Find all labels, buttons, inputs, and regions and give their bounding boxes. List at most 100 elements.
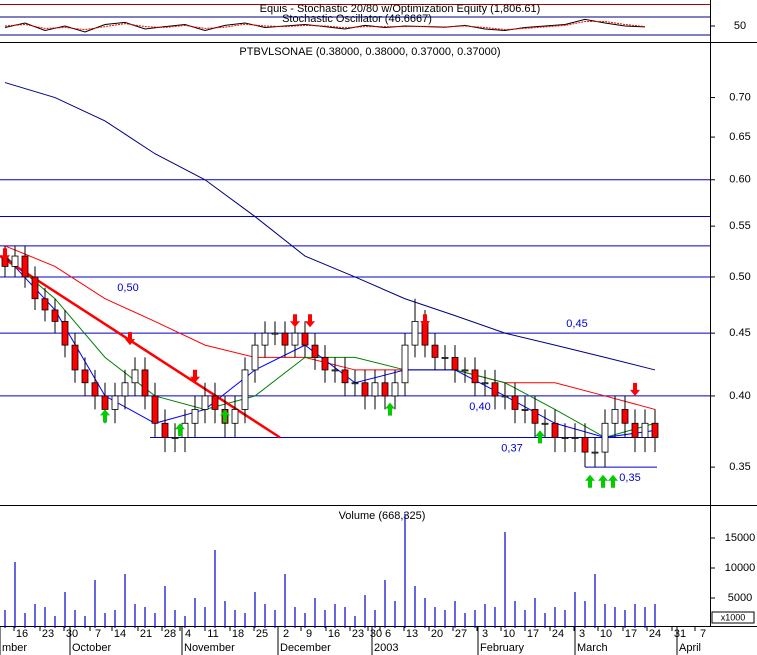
x-tick-label: 24	[552, 628, 564, 640]
x-tick-label: 27	[455, 628, 467, 640]
y-tick-label: 5000	[728, 592, 752, 604]
y-tick-label: 0.60	[729, 174, 750, 186]
candle-body	[71, 344, 79, 371]
candle-body	[331, 369, 339, 372]
candle-body	[171, 437, 179, 439]
x-tick-label: 23	[42, 628, 54, 640]
buy-signal	[175, 423, 185, 437]
candle-body	[31, 276, 39, 300]
candle-body	[101, 395, 109, 410]
x-tick-label: 7	[700, 628, 706, 640]
candle-body	[451, 356, 459, 371]
level-label: 0,45	[566, 318, 587, 330]
panel-subtitle: Stochastic Oscillator (46.6667)	[282, 13, 432, 25]
x-tick-label: 20	[431, 628, 443, 640]
candle-body	[121, 382, 129, 397]
month-label: March	[577, 642, 608, 654]
candle-body	[111, 395, 119, 410]
candle-body	[611, 409, 619, 424]
x-tick-label: 10	[600, 628, 612, 640]
candle-body	[561, 437, 569, 439]
x-tick-label: 18	[232, 628, 244, 640]
month-label: November	[184, 642, 235, 654]
candle-body	[271, 332, 279, 335]
buy-signal	[585, 474, 595, 488]
candle-body	[281, 332, 289, 346]
y-tick-label: 0.65	[729, 131, 750, 143]
oscillator-line	[4, 18, 646, 33]
unit-box	[711, 611, 755, 624]
panel-title: Equis - Stochastic 20/80 w/Optimization …	[260, 3, 541, 15]
candle-body	[181, 422, 189, 438]
candle-body	[631, 422, 639, 438]
x-tick-label: 2	[283, 628, 289, 640]
candle-body	[531, 409, 539, 424]
candle-body	[401, 344, 409, 384]
candle-body	[91, 382, 99, 397]
trendline	[0, 255, 281, 439]
month-label: April	[679, 642, 701, 654]
candle-body	[311, 344, 319, 358]
candle-body	[491, 382, 499, 397]
candle-body	[591, 451, 599, 454]
sell-signal	[630, 382, 640, 396]
x-tick-label: 24	[649, 628, 661, 640]
candle-body	[411, 321, 419, 346]
y-tick-label: 0.50	[729, 271, 750, 283]
candle-body	[191, 409, 199, 424]
candle-body	[231, 409, 239, 424]
x-tick-label: 3	[482, 628, 488, 640]
x-tick-label: 13	[406, 628, 418, 640]
buy-signal	[535, 430, 545, 444]
candle-body	[441, 356, 449, 359]
sell-signal	[190, 369, 200, 383]
level-label: 0,35	[619, 472, 640, 484]
y-tick-label: 10000	[725, 562, 756, 574]
y-tick-label: 50	[734, 20, 746, 32]
x-tick-label: 3	[579, 628, 585, 640]
candle-body	[461, 369, 469, 372]
candle-body	[341, 369, 349, 384]
candle-body	[651, 422, 659, 438]
x-tick-label: 7	[95, 628, 101, 640]
candle-body	[601, 422, 609, 453]
candle-body	[61, 321, 69, 346]
level-label: 0,50	[117, 282, 138, 294]
buy-signal	[100, 409, 110, 423]
buy-signal	[598, 474, 608, 488]
panel-title: Volume (668,325)	[339, 510, 426, 522]
buy-signal	[608, 474, 618, 488]
candle-body	[621, 409, 629, 424]
sell-signal	[290, 314, 300, 328]
sell-signal	[0, 248, 10, 262]
x-tick-label: 6	[385, 628, 391, 640]
month-label: mber	[2, 642, 27, 654]
candle-body	[431, 344, 439, 358]
candle-body	[581, 437, 589, 453]
candle-body	[141, 369, 149, 397]
x-tick-label: 30	[66, 628, 78, 640]
candle-body	[261, 332, 269, 346]
month-label: February	[480, 642, 525, 654]
y-tick-label: 0.40	[729, 390, 750, 402]
sell-signal	[305, 314, 315, 328]
candle-body	[481, 382, 489, 385]
oscillator-line	[4, 21, 646, 31]
candle-body	[381, 382, 389, 397]
y-tick-label: 15000	[725, 532, 756, 544]
y-tick-label: 0.55	[729, 220, 750, 232]
x-tick-label: 10	[503, 628, 515, 640]
candle-body	[301, 332, 309, 346]
candle-body	[51, 309, 59, 322]
candle-body	[551, 422, 559, 438]
candle-body	[351, 382, 359, 385]
candle-body	[21, 255, 29, 278]
candle-body	[81, 369, 89, 384]
x-tick-label: 16	[16, 628, 28, 640]
x-tick-label: 31	[674, 628, 686, 640]
y-tick-label: 0.35	[729, 461, 750, 473]
moving-average	[4, 255, 656, 439]
